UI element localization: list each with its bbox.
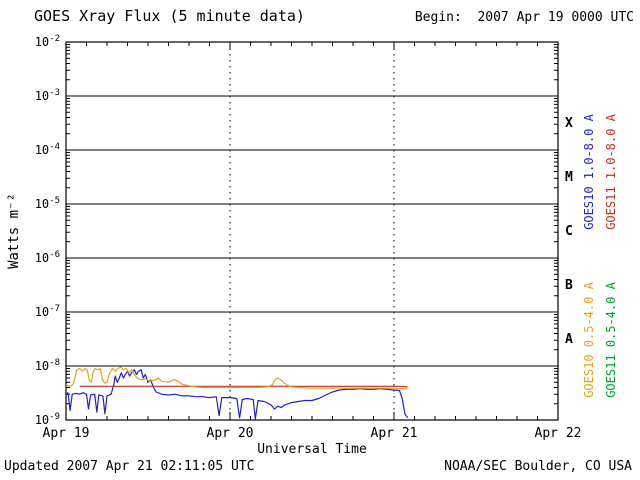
y-tick-label: 10-6 — [35, 250, 60, 265]
chart-title: GOES Xray Flux (5 minute data) — [34, 7, 305, 25]
begin-timestamp-label: Begin: 2007 Apr 19 0000 UTC — [414, 10, 634, 25]
y-tick-label: 10-3 — [35, 88, 60, 103]
legend-goes11-long-label: GOES11 1.0-8.0 A — [604, 114, 618, 230]
y-tick-label: 10-2 — [35, 34, 60, 49]
flare-class-label-B: B — [565, 278, 573, 293]
y-tick-label: 10-7 — [35, 304, 60, 319]
series-goes10-short — [65, 366, 408, 390]
y-tick-label: 10-4 — [35, 142, 60, 157]
flare-class-label-X: X — [565, 116, 573, 131]
flare-class-label-M: M — [565, 170, 573, 185]
flare-class-label-A: A — [565, 332, 573, 347]
updated-timestamp-label: Updated 2007 Apr 21 02:11:05 UTC — [4, 459, 255, 474]
x-tick-label: Apr 21 — [371, 426, 418, 441]
series-goes11-long — [79, 385, 408, 388]
x-tick-label: Apr 20 — [207, 426, 254, 441]
y-tick-label: 10-8 — [35, 358, 60, 373]
legend-goes10-long-label: GOES10 1.0-8.0 A — [582, 114, 596, 230]
x-tick-label: Apr 19 — [43, 426, 90, 441]
y-tick-label: 10-5 — [35, 196, 60, 211]
plot-frame — [65, 41, 559, 421]
x-tick-label: Apr 22 — [535, 426, 582, 441]
noaa-credit-label: NOAA/SEC Boulder, CO USA — [444, 459, 632, 474]
flare-class-label-C: C — [565, 224, 573, 239]
y-tick-label: 10-9 — [35, 412, 60, 427]
x-axis-label: Universal Time — [257, 442, 367, 457]
legend-goes11-short-label: GOES11 0.5-4.0 A — [604, 282, 618, 398]
series-goes10-long — [65, 369, 409, 420]
legend-goes10-short-label: GOES10 0.5-4.0 A — [582, 282, 596, 398]
